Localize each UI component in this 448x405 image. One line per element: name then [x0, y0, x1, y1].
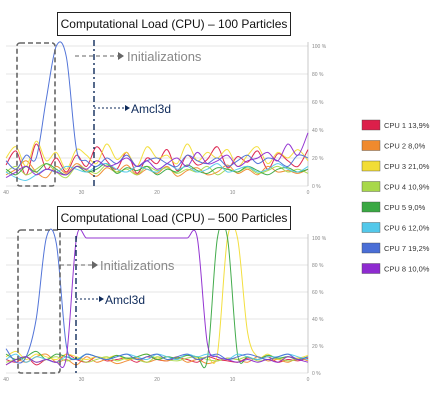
chart-100-x-tick-label: 0: [307, 190, 310, 196]
chart-100-init-arrowhead: [118, 52, 124, 60]
chart-500-y-tick-label: 0 %: [312, 371, 321, 377]
chart-100-ticks: 0 % 20 % 40 % 60 % 80 % 100 % 40 30 20 10 0: [3, 44, 327, 196]
chart-500-x-tick-label: 20: [154, 377, 160, 383]
legend-label-cpu2: CPU 2 8,0%: [384, 142, 426, 151]
chart-500-y-tick-label: 20 %: [312, 344, 324, 350]
chart-100-y-tick-label: 0 %: [312, 184, 321, 190]
legend-swatch-cpu1: [361, 119, 381, 131]
chart-500-ticks: 0 % 20 % 40 % 60 % 80 % 100 % 40 30 20 10 0: [3, 236, 327, 383]
legend-label-cpu8: CPU 8 10,0%: [384, 265, 430, 274]
chart-100-y-tick-label: 60 %: [312, 100, 324, 106]
chart-500-gridlines: [6, 234, 309, 374]
chart-100-series-cpu2: [5, 160, 309, 179]
legend-label-cpu1: CPU 1 13,9%: [384, 121, 430, 130]
chart-100-amcl3d-label: Amcl3d: [131, 102, 171, 116]
chart-100-x-tick-label: 20: [154, 190, 160, 196]
chart-500-title: Computational Load (CPU) – 500 Particles: [57, 206, 291, 230]
chart-100-series-cpu5: [5, 163, 309, 176]
chart-100-initializations-label: Initializations: [127, 49, 202, 64]
legend-swatch-cpu4: [361, 181, 381, 192]
chart-100-amcl-arrowhead: [125, 105, 130, 111]
legend-swatch-cpu3: [361, 160, 381, 172]
chart-100-series-cpu8: [5, 132, 309, 179]
chart-500-series-cpu7: [5, 228, 309, 364]
cpu-legend: CPU 1 13,9% CPU 2 8,0% CPU 3 21,0% CPU 4 10…: [361, 119, 430, 274]
legend-label-cpu7: CPU 7 19,2%: [384, 244, 430, 253]
legend-swatch-cpu5: [361, 201, 381, 213]
chart-500-initializations-label: Initializations: [100, 258, 175, 273]
chart-100-y-tick-label: 80 %: [312, 72, 324, 78]
legend-label-cpu3: CPU 3 21,0%: [384, 162, 430, 171]
chart-500-x-tick-label: 40: [3, 377, 9, 383]
legend-label-cpu4: CPU 4 10,9%: [384, 183, 430, 192]
chart-500-y-tick-label: 60 %: [312, 290, 324, 296]
chart-100-series: [5, 41, 309, 181]
chart-500-series-cpu4: [5, 356, 309, 363]
chart-100-x-tick-label: 40: [3, 190, 9, 196]
chart-100-series-cpu7: [5, 41, 309, 170]
chart-100-background: [4, 10, 310, 182]
chart-100-y-tick-label: 20 %: [312, 156, 324, 162]
chart-100-title: Computational Load (CPU) – 100 Particles: [57, 12, 291, 36]
chart-500-init-arrowhead: [92, 261, 98, 269]
legend-swatch-cpu8: [361, 263, 381, 274]
chart-100-initializations-box: [16, 42, 56, 187]
chart-500-y-tick-label: 40 %: [312, 317, 324, 323]
legend-label-cpu6: CPU 6 12,0%: [384, 224, 430, 233]
chart-100-y-tick-label: 40 %: [312, 128, 324, 134]
chart-500-particles: 0 % 20 % 40 % 60 % 80 % 100 % 40 30 20 10 0 Initia…: [3, 222, 327, 383]
chart-500-x-tick-label: 30: [79, 377, 85, 383]
chart-500-series-cpu8: [5, 228, 309, 368]
chart-100-x-tick-label: 10: [230, 190, 236, 196]
legend-swatch-cpu7: [361, 242, 381, 254]
legend-swatch-cpu6: [361, 222, 381, 233]
chart-100-particles: 0 % 20 % 40 % 60 % 80 % 100 % 40 30 20 10 0 Initia…: [3, 10, 327, 196]
legend-swatch-cpu2: [361, 140, 381, 151]
chart-500-y-tick-label: 100 %: [312, 236, 327, 242]
chart-500-x-tick-label: 10: [230, 377, 236, 383]
chart-500-background: [4, 228, 310, 376]
chart-500-series: [5, 222, 309, 369]
chart-100-y-tick-label: 100 %: [312, 44, 327, 50]
legend-label-cpu5: CPU 5 9,0%: [384, 203, 426, 212]
chart-500-y-tick-label: 80 %: [312, 263, 324, 269]
chart-500-amcl3d-label: Amcl3d: [105, 293, 145, 307]
chart-500-initializations-box: [17, 229, 61, 374]
chart-500-x-tick-label: 0: [307, 377, 310, 383]
chart-100-x-tick-label: 30: [79, 190, 85, 196]
chart-100-series-cpu1: [5, 143, 309, 176]
chart-500-amcl-arrowhead: [99, 296, 104, 302]
